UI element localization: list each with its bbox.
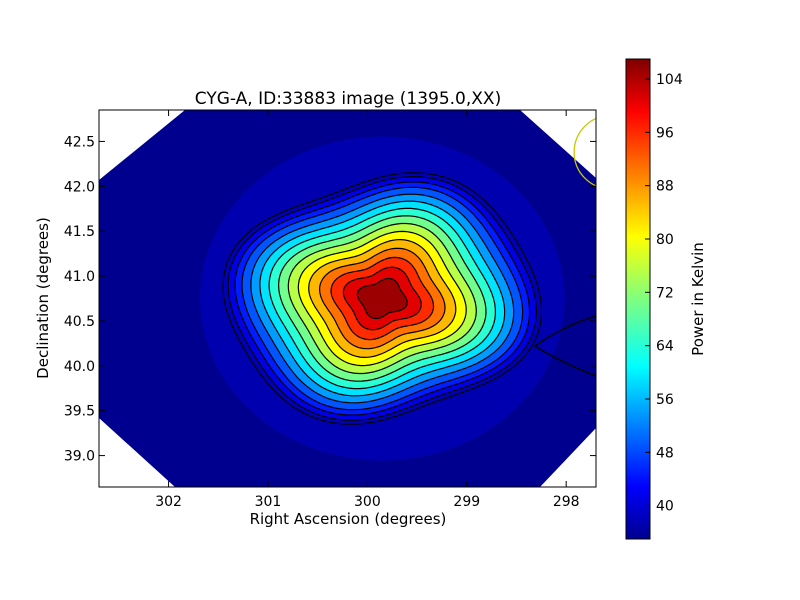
colorbar-gradient [625, 58, 651, 540]
colorbar-tick-label: 56 [656, 392, 674, 408]
contour-line [234, 181, 531, 416]
beam-circle [573, 117, 596, 187]
y-tick-label: 42.5 [64, 134, 95, 150]
edge-contour [533, 315, 596, 377]
plot-area [98, 109, 597, 488]
contour-line [268, 207, 497, 390]
contour-line [308, 238, 457, 359]
contour-line [330, 256, 435, 341]
y-tick-label: 40.0 [64, 359, 95, 375]
contour-line [222, 172, 543, 425]
y-tick-label: 41.0 [64, 269, 95, 285]
x-tick-label: 300 [354, 494, 381, 510]
contour-line [259, 200, 506, 397]
colorbar-tick-label: 96 [656, 125, 674, 141]
colorbar-ticks: 40 48 56 64 72 80 88 96 104 [645, 72, 683, 515]
x-tick-label: 301 [255, 494, 282, 510]
y-tick-label: 40.5 [64, 314, 95, 330]
colorbar-label: Power in Kelvin [689, 242, 707, 356]
heatmap-layer [200, 136, 565, 461]
colorbar-tick-label: 48 [656, 445, 674, 461]
contour-line [318, 247, 446, 350]
axes-frame [98, 109, 597, 488]
contour-line [287, 222, 477, 375]
y-tick-label: 39.0 [64, 449, 95, 465]
contour-line [356, 277, 408, 320]
heatmap-band [357, 278, 408, 319]
colorbar: 40 48 56 64 72 80 88 96 104 Power in Kelvin [625, 58, 707, 540]
x-axis-label: Right Ascension (degrees) [250, 510, 447, 528]
y-axis: 39.0 39.5 40.0 40.5 41.0 41.5 42.0 42.5 [64, 134, 596, 465]
colorbar-tick-label: 40 [656, 499, 674, 515]
y-tick-label: 39.5 [64, 404, 95, 420]
contour-line [342, 266, 422, 331]
contour-line [277, 215, 487, 382]
y-tick-label: 41.5 [64, 224, 95, 240]
colorbar-tick-label: 72 [656, 285, 674, 301]
x-tick-label: 299 [453, 494, 480, 510]
chart-title: CYG-A, ID:33883 image (1395.0,XX) [195, 89, 501, 109]
contour-line [241, 186, 524, 411]
contour-line [297, 230, 467, 367]
x-tick-label: 298 [553, 494, 580, 510]
colorbar-tick-label: 104 [656, 72, 683, 88]
contour-line [250, 193, 515, 404]
colorbar-tick-label: 80 [656, 232, 674, 248]
beam-circle-shape [573, 117, 596, 187]
y-axis-label: Declination (degrees) [34, 217, 52, 379]
x-tick-label: 302 [155, 494, 182, 510]
colorbar-tick-label: 64 [656, 339, 674, 355]
contour-line [227, 176, 538, 421]
x-axis: 302 301 300 299 298 [155, 110, 580, 510]
y-tick-label: 42.0 [64, 179, 95, 195]
colorbar-tick-label: 88 [656, 179, 674, 195]
contour-layer [222, 172, 543, 425]
